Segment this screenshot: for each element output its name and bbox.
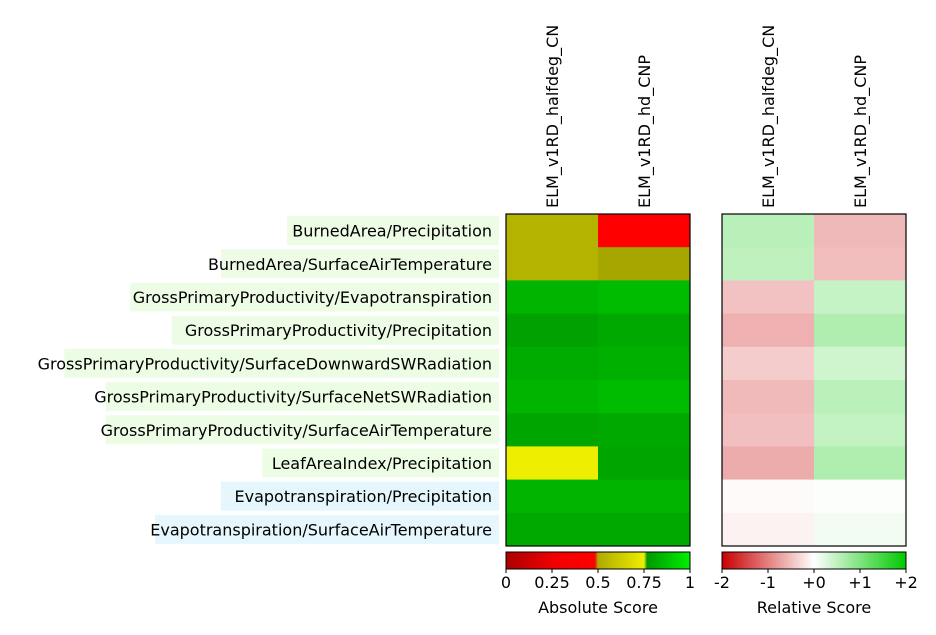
relative-score-cell — [722, 380, 815, 414]
relative-colorbar-tick-label: +0 — [802, 573, 826, 592]
row-label-background — [221, 481, 499, 511]
row-label-background — [130, 282, 499, 312]
relative-score-cell — [722, 446, 815, 481]
row-label-background — [262, 448, 499, 478]
relative-score-cell — [814, 512, 907, 547]
relative-score-panel: ELM_v1RD_halfdeg_CN ELM_v1RD_hd_CNP — [721, 25, 907, 547]
absolute-score-cell — [506, 214, 599, 248]
row-label: GrossPrimaryProductivity/Evapotranspirat… — [133, 288, 492, 307]
relative-score-cell — [814, 247, 907, 281]
relative-score-cell — [722, 512, 815, 547]
row-label: GrossPrimaryProductivity/Precipitation — [185, 321, 492, 340]
absolute-score-cell — [598, 313, 691, 348]
relative-score-cell — [814, 380, 907, 414]
relative-colorbar-tick-label: +1 — [848, 573, 872, 592]
absolute-colorbar-tick-label: 0 — [501, 573, 511, 592]
row-label: GrossPrimaryProductivity/SurfaceAirTempe… — [101, 421, 492, 440]
relative-score-cell — [814, 280, 907, 315]
absolute-score-cell — [598, 380, 691, 414]
relative-score-cell — [814, 313, 907, 348]
absolute-colorbar-tick-label: 0.75 — [626, 573, 662, 592]
relative-score-cell — [722, 479, 815, 514]
absolute-score-cell — [598, 214, 691, 248]
relative-score-cell — [814, 413, 907, 447]
absolute-score-cell — [506, 479, 599, 514]
row-label: GrossPrimaryProductivity/SurfaceDownward… — [38, 354, 492, 373]
relative-colorbar-bar — [721, 551, 907, 570]
relative-score-cell — [722, 346, 815, 381]
relative-colorbar-tick-label: -2 — [714, 573, 730, 592]
relative-score-cell — [722, 247, 815, 281]
absolute-score-cell — [598, 247, 691, 281]
absolute-score-panel: ELM_v1RD_halfdeg_CN ELM_v1RD_hd_CNP — [505, 25, 691, 547]
relative-score-cell — [722, 313, 815, 348]
relative-score-cell — [814, 214, 907, 248]
row-label: Evapotranspiration/SurfaceAirTemperature — [150, 520, 492, 539]
row-label-background — [287, 216, 499, 246]
absolute-score-cell — [506, 313, 599, 348]
model-column-label: ELM_v1RD_halfdeg_CN — [759, 25, 779, 208]
relative-score-cell — [722, 413, 815, 447]
relative-score-cell — [814, 479, 907, 514]
absolute-score-cell — [506, 413, 599, 447]
row-labels: BurnedArea/Precipitation BurnedArea/Surfa… — [38, 216, 499, 544]
absolute-score-colorbar: 0 0.25 0.5 0.75 1 Absolute Score — [501, 551, 695, 617]
absolute-score-cell — [506, 512, 599, 547]
absolute-colorbar-tick-label: 0.25 — [534, 573, 570, 592]
row-label-background — [105, 415, 499, 445]
relative-colorbar-tick-label: -1 — [760, 573, 776, 592]
row-label-background — [155, 514, 499, 544]
absolute-score-cell — [598, 413, 691, 447]
relative-score-colorbar: -2 -1 +0 +1 +2 Relative Score — [714, 551, 918, 617]
model-column-label: ELM_v1RD_hd_CNP — [635, 55, 655, 208]
relative-score-cell — [722, 280, 815, 315]
row-label: LeafAreaIndex/Precipitation — [272, 454, 492, 473]
absolute-colorbar-tick-label: 0.5 — [585, 573, 610, 592]
row-label: BurnedArea/Precipitation — [292, 222, 492, 241]
absolute-score-cell — [506, 446, 599, 481]
panel-border — [721, 213, 907, 547]
row-label-background — [64, 348, 499, 378]
absolute-score-cell — [506, 380, 599, 414]
relative-score-cell — [814, 346, 907, 381]
panel-border — [505, 213, 691, 547]
absolute-colorbar-bar — [505, 551, 691, 570]
absolute-score-cell — [506, 247, 599, 281]
absolute-score-cell — [598, 280, 691, 315]
row-label: Evapotranspiration/Precipitation — [235, 487, 493, 506]
row-label-background — [105, 382, 499, 412]
row-label: GrossPrimaryProductivity/SurfaceNetSWRad… — [94, 388, 492, 407]
row-label-background — [171, 315, 499, 345]
absolute-score-cell — [506, 346, 599, 381]
model-column-label: ELM_v1RD_hd_CNP — [851, 55, 871, 208]
absolute-score-cell — [506, 280, 599, 315]
absolute-colorbar-tick-label: 1 — [685, 573, 695, 592]
row-label-background — [221, 249, 499, 279]
absolute-score-cell — [598, 512, 691, 547]
relative-colorbar-tick-label: +2 — [894, 573, 918, 592]
relative-colorbar-title: Relative Score — [757, 598, 871, 617]
absolute-score-cell — [598, 346, 691, 381]
absolute-score-cell — [598, 479, 691, 514]
relative-score-cell — [722, 214, 815, 248]
row-label: BurnedArea/SurfaceAirTemperature — [208, 255, 492, 274]
relative-score-cell — [814, 446, 907, 481]
absolute-score-cell — [598, 446, 691, 481]
absolute-colorbar-title: Absolute Score — [538, 598, 658, 617]
model-column-label: ELM_v1RD_halfdeg_CN — [543, 25, 563, 208]
